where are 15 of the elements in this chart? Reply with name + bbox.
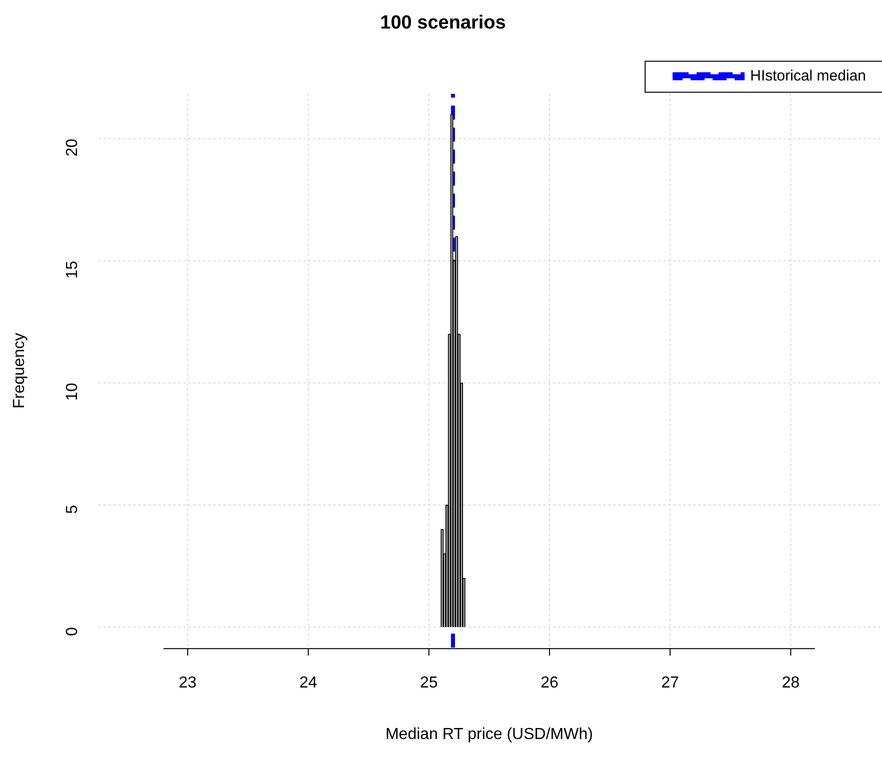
y-tick-label: 0 <box>64 626 81 636</box>
y-axis-title: Frequency <box>11 332 28 408</box>
x-tick-label: 27 <box>661 674 680 692</box>
chart-title: 100 scenarios <box>380 12 506 34</box>
y-tick-label: 5 <box>64 504 81 514</box>
y-tick-label: 20 <box>64 138 81 157</box>
x-tick-label: 26 <box>540 674 559 692</box>
x-tick-label: 28 <box>782 674 800 692</box>
legend-label: HIstorical median <box>750 67 866 84</box>
x-tick-label: 24 <box>299 674 318 692</box>
y-tick-label: 10 <box>64 382 81 401</box>
x-axis-title: Median RT price (USD/MWh) <box>385 726 593 743</box>
x-tick-label: 23 <box>178 674 197 692</box>
x-tick-label: 25 <box>420 674 438 692</box>
y-tick-label: 15 <box>64 260 81 279</box>
